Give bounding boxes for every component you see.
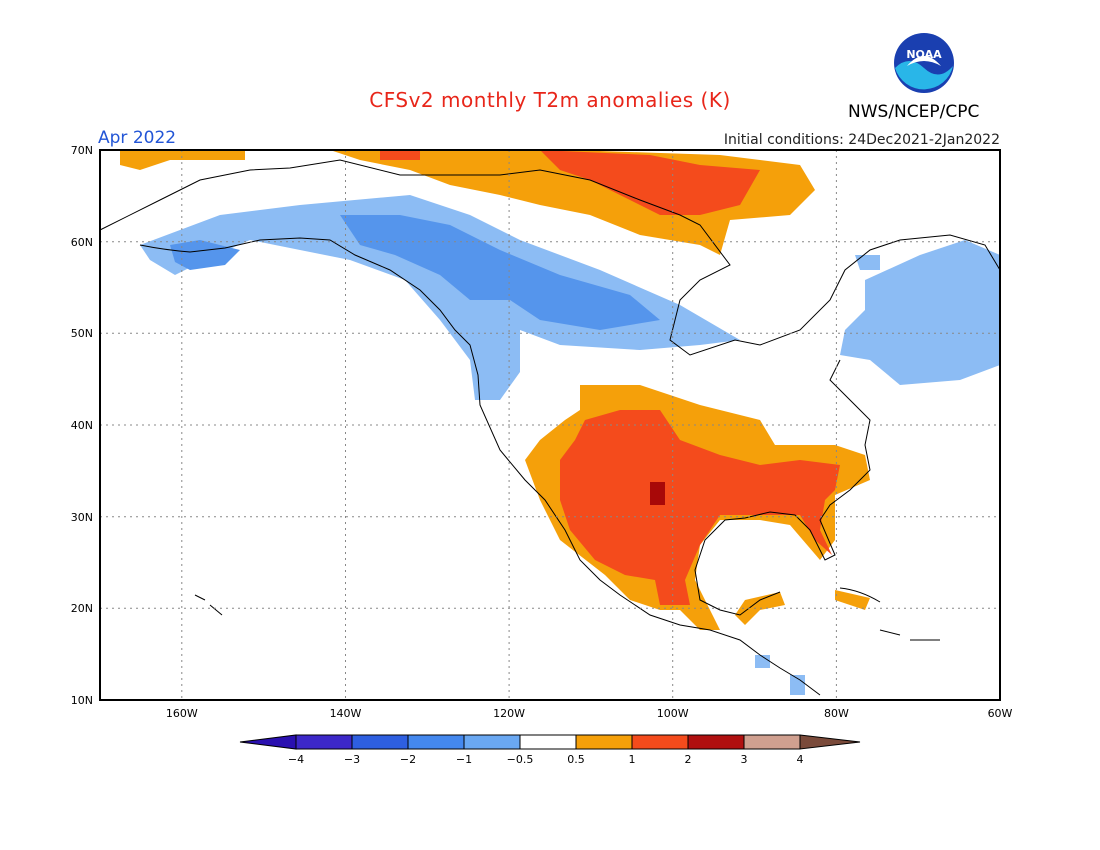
colorbar-label: −2 <box>400 753 416 766</box>
lat-label: 30N <box>71 511 93 524</box>
colorbar-label: 4 <box>797 753 804 766</box>
colorbar-label: −4 <box>288 753 304 766</box>
lat-label: 70N <box>71 144 93 157</box>
initial-conditions-label: Initial conditions: 24Dec2021-2Jan2022 <box>723 132 1000 148</box>
colorbar-label: −0.5 <box>507 753 534 766</box>
colorbar-label: −3 <box>344 753 360 766</box>
lat-label: 60N <box>71 236 93 249</box>
lon-label: 140W <box>330 707 362 720</box>
colorbar-label: 2 <box>685 753 692 766</box>
colorbar-box <box>743 734 801 750</box>
colorbar-label: −1 <box>456 753 472 766</box>
graticule <box>100 150 1000 700</box>
blue-region-alaska <box>170 240 240 270</box>
lon-label: 60W <box>988 707 1013 720</box>
red-region-arctic-2 <box>380 150 420 160</box>
colorbar-box <box>295 734 353 750</box>
colorbar-boxes <box>295 734 801 750</box>
dark-red-region <box>650 482 665 505</box>
colorbar-label: 0.5 <box>567 753 585 766</box>
colorbar-label: 1 <box>629 753 636 766</box>
light-blue-region-east-2 <box>855 255 880 270</box>
lat-label: 40N <box>71 419 93 432</box>
orange-region-northwest <box>120 150 245 170</box>
colorbar-high-arrow <box>799 734 861 750</box>
colorbar-box <box>631 734 689 750</box>
colorbar-box <box>463 734 521 750</box>
colorbar-legend: −4 −3 −2 −1 −0.5 0.5 1 2 3 4 <box>239 734 861 766</box>
colorbar-low-arrow <box>239 734 297 750</box>
blue-region-canada <box>340 215 660 330</box>
coastlines <box>99 159 1001 696</box>
valid-month-label: Apr 2022 <box>98 128 177 148</box>
colorbar-box <box>351 734 409 750</box>
lon-label: 120W <box>493 707 525 720</box>
lon-label: 80W <box>824 707 849 720</box>
lat-label: 20N <box>71 602 93 615</box>
map-frame <box>99 149 1001 701</box>
lon-label: 160W <box>166 707 198 720</box>
light-blue-region-central-america <box>755 655 805 695</box>
longitude-labels: 160W 140W 120W 100W 80W 60W <box>166 707 1013 720</box>
lat-label: 50N <box>71 327 93 340</box>
red-region-south <box>560 410 840 605</box>
light-blue-region-east <box>840 240 1000 385</box>
orange-region-cuba <box>835 590 870 610</box>
organization-label: NWS/NCEP/CPC <box>848 102 980 122</box>
logo-text: NOAA <box>906 48 942 61</box>
colorbar-labels: −4 −3 −2 −1 −0.5 0.5 1 2 3 4 <box>288 753 804 766</box>
lon-label: 100W <box>657 707 689 720</box>
colorbar-box <box>519 734 577 750</box>
red-region-arctic <box>540 150 760 215</box>
noaa-logo: NOAA <box>894 33 954 93</box>
latitude-labels: 70N 60N 50N 40N 30N 20N 10N <box>71 144 93 707</box>
light-blue-region-north <box>140 195 740 400</box>
colorbar-box <box>687 734 745 750</box>
anomaly-shading <box>120 150 1000 695</box>
colorbar-box <box>575 734 633 750</box>
colorbar-box <box>407 734 465 750</box>
colorbar-label: 3 <box>741 753 748 766</box>
map-title: CFSv2 monthly T2m anomalies (K) <box>369 88 731 112</box>
lat-label: 10N <box>71 694 93 707</box>
